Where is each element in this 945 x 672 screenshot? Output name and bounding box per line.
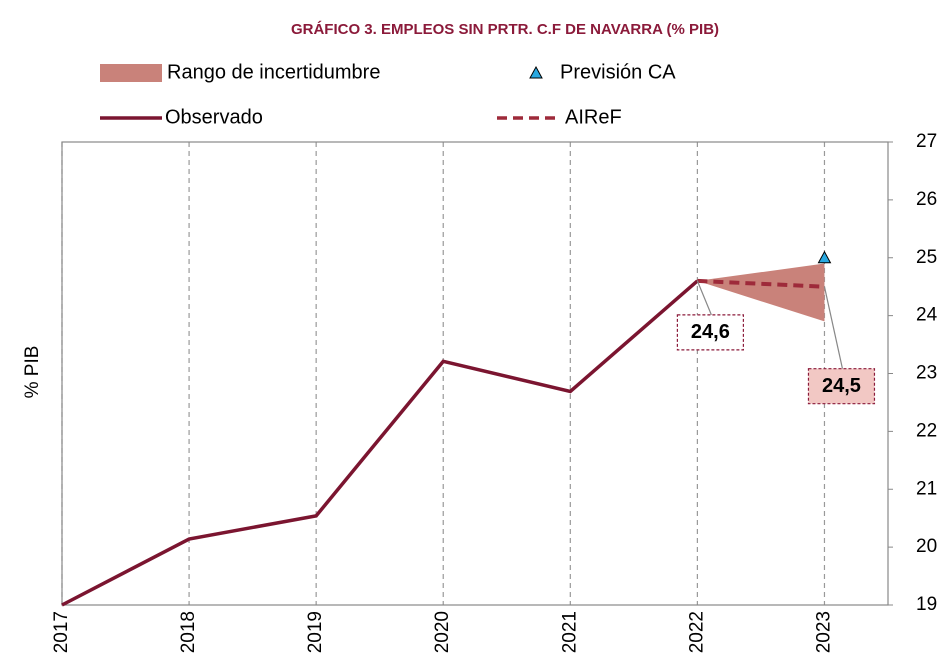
leader-line: [696, 280, 712, 316]
x-tick-label: 2020: [432, 611, 453, 653]
legend-swatch: [529, 65, 543, 79]
y-tick-label: 21: [916, 478, 937, 499]
y-tick-label: 26: [916, 189, 937, 210]
leader-line: [823, 286, 844, 369]
legend-label: Previsión CA: [560, 61, 676, 83]
y-tick-label: 20: [916, 536, 937, 557]
y-tick-label: 25: [916, 247, 937, 268]
plot-border: [61, 141, 889, 606]
value-label: 24,6: [691, 321, 730, 343]
y-tick-label: 24: [916, 305, 938, 326]
value-label-box: [807, 368, 876, 405]
x-tick-label: 2019: [305, 611, 326, 653]
marker: [817, 250, 832, 264]
y-axis-label: % PIB: [22, 346, 43, 399]
line-solid: [61, 279, 699, 607]
legend-label: AIReF: [565, 106, 622, 128]
y-tick-label: 23: [916, 363, 937, 384]
chart-title: GRÁFICO 3. EMPLEOS SIN PRTR. C.F DE NAVA…: [291, 21, 719, 38]
y-tick-label: 19: [916, 594, 937, 615]
value-label: 24,5: [822, 375, 861, 397]
x-tick-label: 2017: [51, 611, 72, 653]
uncertainty-band: [697, 263, 825, 322]
legend-label: Rango de incertidumbre: [167, 61, 380, 83]
legend-label: Observado: [165, 106, 263, 128]
x-tick-label: 2021: [559, 611, 580, 653]
x-tick-label: 2023: [813, 611, 834, 653]
y-tick-label: 27: [916, 131, 937, 152]
value-label-box: [676, 314, 744, 351]
x-tick-label: 2022: [686, 611, 707, 653]
y-tick-label: 22: [916, 420, 937, 441]
legend-swatch: [100, 64, 162, 82]
line-dashed: [697, 278, 825, 289]
x-tick-label: 2018: [178, 611, 199, 653]
